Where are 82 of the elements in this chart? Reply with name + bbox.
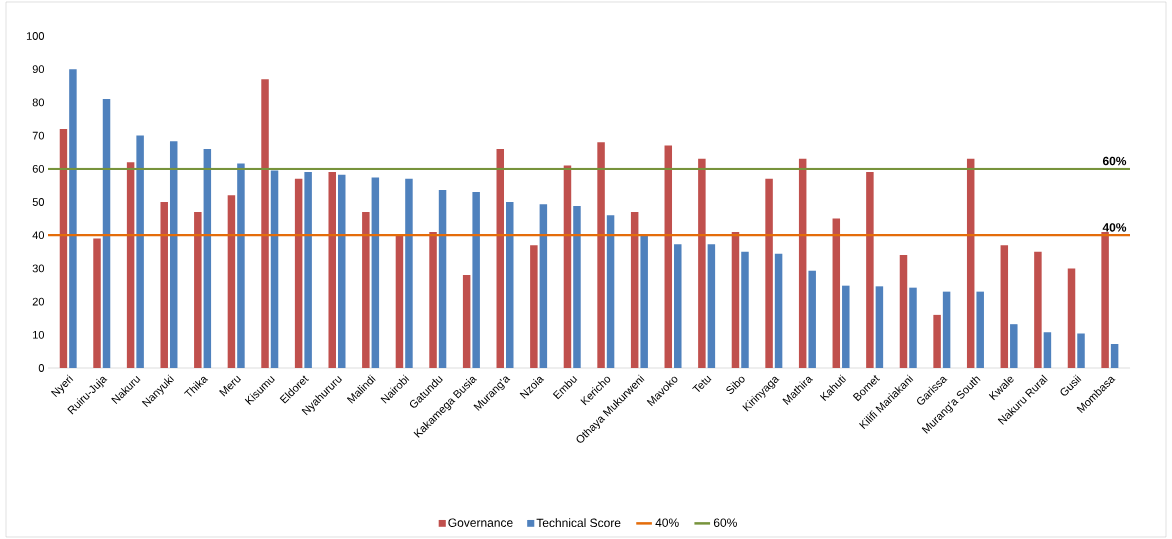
y-tick-label: 60: [32, 164, 45, 173]
bar: [741, 251, 749, 368]
bar: [1110, 344, 1119, 368]
bar: [227, 195, 236, 368]
x-tick-label: Tetu: [692, 375, 712, 393]
bar: [1077, 333, 1085, 368]
bar: [798, 158, 807, 368]
bar: [664, 145, 673, 368]
bar: [1067, 268, 1076, 368]
bar: [371, 177, 380, 368]
bar: [942, 291, 951, 368]
y-tick-label: 0: [38, 364, 45, 372]
y-tick-label: 90: [32, 65, 45, 74]
bar: [429, 231, 437, 368]
bar: [731, 231, 740, 368]
bar: [933, 314, 941, 368]
y-tick-label: 80: [32, 98, 45, 107]
bar: [765, 178, 773, 368]
bar: [630, 211, 639, 368]
bar: [472, 192, 480, 368]
bar: [203, 148, 212, 368]
bar: [1000, 245, 1009, 368]
bar: [261, 79, 269, 368]
bar: [1101, 231, 1109, 368]
bar: [866, 172, 874, 368]
text: 60%: [713, 518, 737, 527]
bar: [337, 174, 346, 368]
bar: [395, 235, 404, 368]
bar: [832, 218, 841, 368]
bar: [808, 270, 816, 368]
bar: [976, 291, 984, 368]
bar: [640, 235, 648, 368]
bar: [169, 141, 178, 368]
bar: [160, 202, 168, 368]
legend-label: Technical Score: [536, 518, 621, 528]
bar: [842, 285, 850, 368]
y-tick-label: 30: [32, 264, 45, 273]
bar: [362, 211, 370, 368]
bar: [462, 275, 471, 368]
y-tick-label: 50: [32, 198, 45, 206]
bar: [674, 244, 682, 368]
y-tick-label: 100: [26, 32, 45, 40]
bar: [774, 253, 783, 368]
y-tick-label: 20: [32, 297, 45, 306]
bar: [69, 69, 77, 368]
bar: [1010, 324, 1018, 368]
bar: [530, 245, 538, 368]
bar: [597, 142, 605, 368]
bar: [237, 163, 245, 368]
bar: [875, 286, 884, 368]
y-tick-label: 10: [33, 330, 45, 339]
text: 40%: [655, 518, 679, 527]
bar: [405, 178, 413, 368]
bar: [573, 205, 581, 368]
bar: [563, 165, 572, 368]
bar: [93, 238, 101, 368]
y-tick-label: 70: [32, 131, 45, 140]
bar: [1034, 251, 1042, 368]
bar: [270, 170, 279, 368]
ref-line-label: 40%: [1102, 223, 1127, 232]
bar: [438, 190, 447, 368]
bar: [506, 202, 514, 368]
bar: [966, 158, 975, 368]
bar: [294, 178, 303, 368]
bar: [136, 135, 144, 368]
ref-line-label: 60%: [1102, 156, 1127, 166]
bar: [194, 211, 202, 368]
bar: [1043, 332, 1052, 368]
bar: [707, 244, 716, 368]
bar: [59, 128, 68, 368]
legend-label: Governance: [448, 518, 513, 527]
bar: [102, 99, 111, 368]
bar: [899, 255, 908, 368]
bar: [126, 162, 135, 368]
bar: [539, 204, 548, 368]
y-tick-label: 40: [32, 231, 45, 240]
bar: [328, 172, 336, 368]
bar: [304, 172, 312, 368]
bar: [606, 215, 615, 368]
bar: [698, 158, 706, 368]
bar: [909, 287, 917, 368]
bar: [496, 148, 505, 368]
